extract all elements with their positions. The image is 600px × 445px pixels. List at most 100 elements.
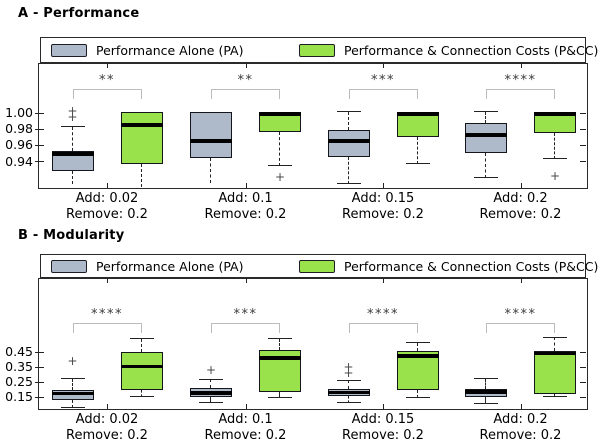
y-tick-mark bbox=[35, 351, 44, 353]
cc-swatch bbox=[299, 259, 335, 273]
x-group-label: Add: 0.1 Remove: 0.2 bbox=[204, 191, 287, 222]
sig-stars: **** bbox=[91, 307, 123, 322]
legend-entry-pa: Performance Alone (PA) bbox=[51, 255, 244, 277]
outlier-plus: + bbox=[205, 363, 217, 378]
whisker-cap bbox=[60, 407, 85, 409]
sig-bracket bbox=[211, 323, 280, 333]
x-group-label: Add: 0.1 Remove: 0.2 bbox=[204, 412, 287, 443]
whisker-cap bbox=[543, 158, 567, 160]
chart-b-legend: Performance Alone (PA) Performance & Con… bbox=[40, 254, 598, 278]
sig-bracket bbox=[486, 323, 555, 333]
whisker bbox=[279, 391, 281, 399]
whisker bbox=[279, 338, 281, 351]
box-cc bbox=[120, 112, 163, 164]
whisker-cap bbox=[405, 163, 430, 165]
whisker-cap bbox=[129, 338, 154, 340]
x-group-label: Add: 0.2 Remove: 0.2 bbox=[479, 191, 562, 222]
median-line bbox=[259, 112, 301, 116]
y-tick-mark bbox=[35, 128, 44, 130]
whisker-cap bbox=[336, 402, 361, 404]
whisker bbox=[210, 158, 212, 183]
median-line bbox=[534, 112, 576, 116]
whisker bbox=[485, 378, 487, 390]
whisker bbox=[347, 396, 349, 403]
whisker-cap bbox=[268, 338, 292, 339]
chart-a-legend: Performance Alone (PA) Performance & Con… bbox=[40, 37, 598, 63]
whisker-cap bbox=[336, 183, 361, 185]
whisker-cap bbox=[60, 125, 85, 127]
x-tick-mark bbox=[520, 183, 522, 188]
pa-legend-label: Performance Alone (PA) bbox=[96, 42, 244, 58]
y-tick-label: 0.94 bbox=[5, 153, 33, 169]
x-tick-mark bbox=[107, 63, 108, 68]
whisker-cap bbox=[60, 378, 85, 380]
whisker bbox=[140, 390, 142, 397]
whisker bbox=[140, 339, 142, 352]
y-tick-mark bbox=[35, 161, 44, 163]
whisker-cap bbox=[129, 396, 154, 398]
whisker bbox=[485, 396, 487, 404]
x-tick-mark bbox=[520, 63, 522, 68]
cc-swatch bbox=[299, 43, 335, 57]
whisker bbox=[416, 390, 418, 398]
box-pa bbox=[465, 122, 507, 153]
whisker-cap bbox=[474, 378, 498, 380]
median-line bbox=[327, 390, 370, 395]
y-tick-label: 0.45 bbox=[5, 344, 33, 360]
y-tick-mark bbox=[580, 161, 586, 163]
sig-stars: *** bbox=[233, 307, 258, 322]
sig-bracket bbox=[348, 89, 418, 99]
whisker-cap bbox=[474, 402, 498, 404]
whisker bbox=[416, 342, 418, 352]
whisker bbox=[554, 393, 556, 397]
box-pa bbox=[51, 150, 94, 171]
median-line bbox=[190, 390, 232, 395]
whisker bbox=[485, 112, 487, 123]
outlier-plus: + bbox=[343, 360, 354, 375]
sig-stars: **** bbox=[367, 307, 399, 322]
y-tick-mark bbox=[580, 128, 586, 130]
box-cc bbox=[534, 350, 576, 394]
median-line bbox=[327, 139, 370, 143]
whisker bbox=[210, 379, 212, 388]
whisker-cap bbox=[474, 177, 498, 179]
x-tick-mark bbox=[245, 404, 247, 409]
y-tick-mark bbox=[35, 396, 44, 398]
y-tick-label: 0.15 bbox=[5, 389, 33, 405]
whisker bbox=[71, 399, 73, 409]
cc-legend-label: Performance & Connection Costs (P&CC) bbox=[344, 42, 599, 58]
whisker bbox=[347, 380, 349, 390]
x-tick-mark bbox=[245, 278, 247, 283]
legend-entry-cc: Performance & Connection Costs (P&CC) bbox=[299, 38, 598, 62]
median-line bbox=[51, 152, 94, 156]
x-group-label: Add: 0.15 Remove: 0.2 bbox=[342, 191, 424, 222]
cc-legend-label: Performance & Connection Costs (P&CC) bbox=[344, 258, 599, 274]
outlier-plus: + bbox=[67, 353, 78, 368]
whisker bbox=[347, 156, 349, 184]
pa-legend-label: Performance Alone (PA) bbox=[96, 258, 244, 274]
whisker bbox=[347, 112, 349, 131]
legend-entry-pa: Performance Alone (PA) bbox=[51, 38, 244, 62]
y-tick-mark bbox=[35, 381, 44, 383]
y-tick-mark bbox=[580, 351, 586, 353]
y-tick-label: 1.00 bbox=[5, 105, 33, 121]
x-tick-mark bbox=[245, 183, 247, 188]
x-tick-mark bbox=[383, 63, 384, 68]
whisker-cap bbox=[543, 396, 567, 398]
pa-swatch bbox=[51, 259, 87, 273]
sig-stars: **** bbox=[504, 73, 537, 88]
pa-swatch bbox=[51, 43, 87, 57]
x-tick-mark bbox=[383, 183, 384, 188]
whisker-cap bbox=[199, 402, 223, 404]
box-cc bbox=[120, 351, 163, 391]
median-line bbox=[465, 390, 507, 394]
y-tick-mark bbox=[580, 396, 586, 398]
y-tick-label: 0.98 bbox=[5, 121, 33, 137]
median-line bbox=[534, 351, 576, 356]
y-tick-mark bbox=[35, 112, 44, 114]
x-group-label: Add: 0.02 Remove: 0.2 bbox=[66, 191, 148, 222]
sig-bracket bbox=[72, 89, 142, 99]
outlier-plus: + bbox=[549, 168, 561, 183]
outlier-plus: + bbox=[67, 109, 78, 124]
